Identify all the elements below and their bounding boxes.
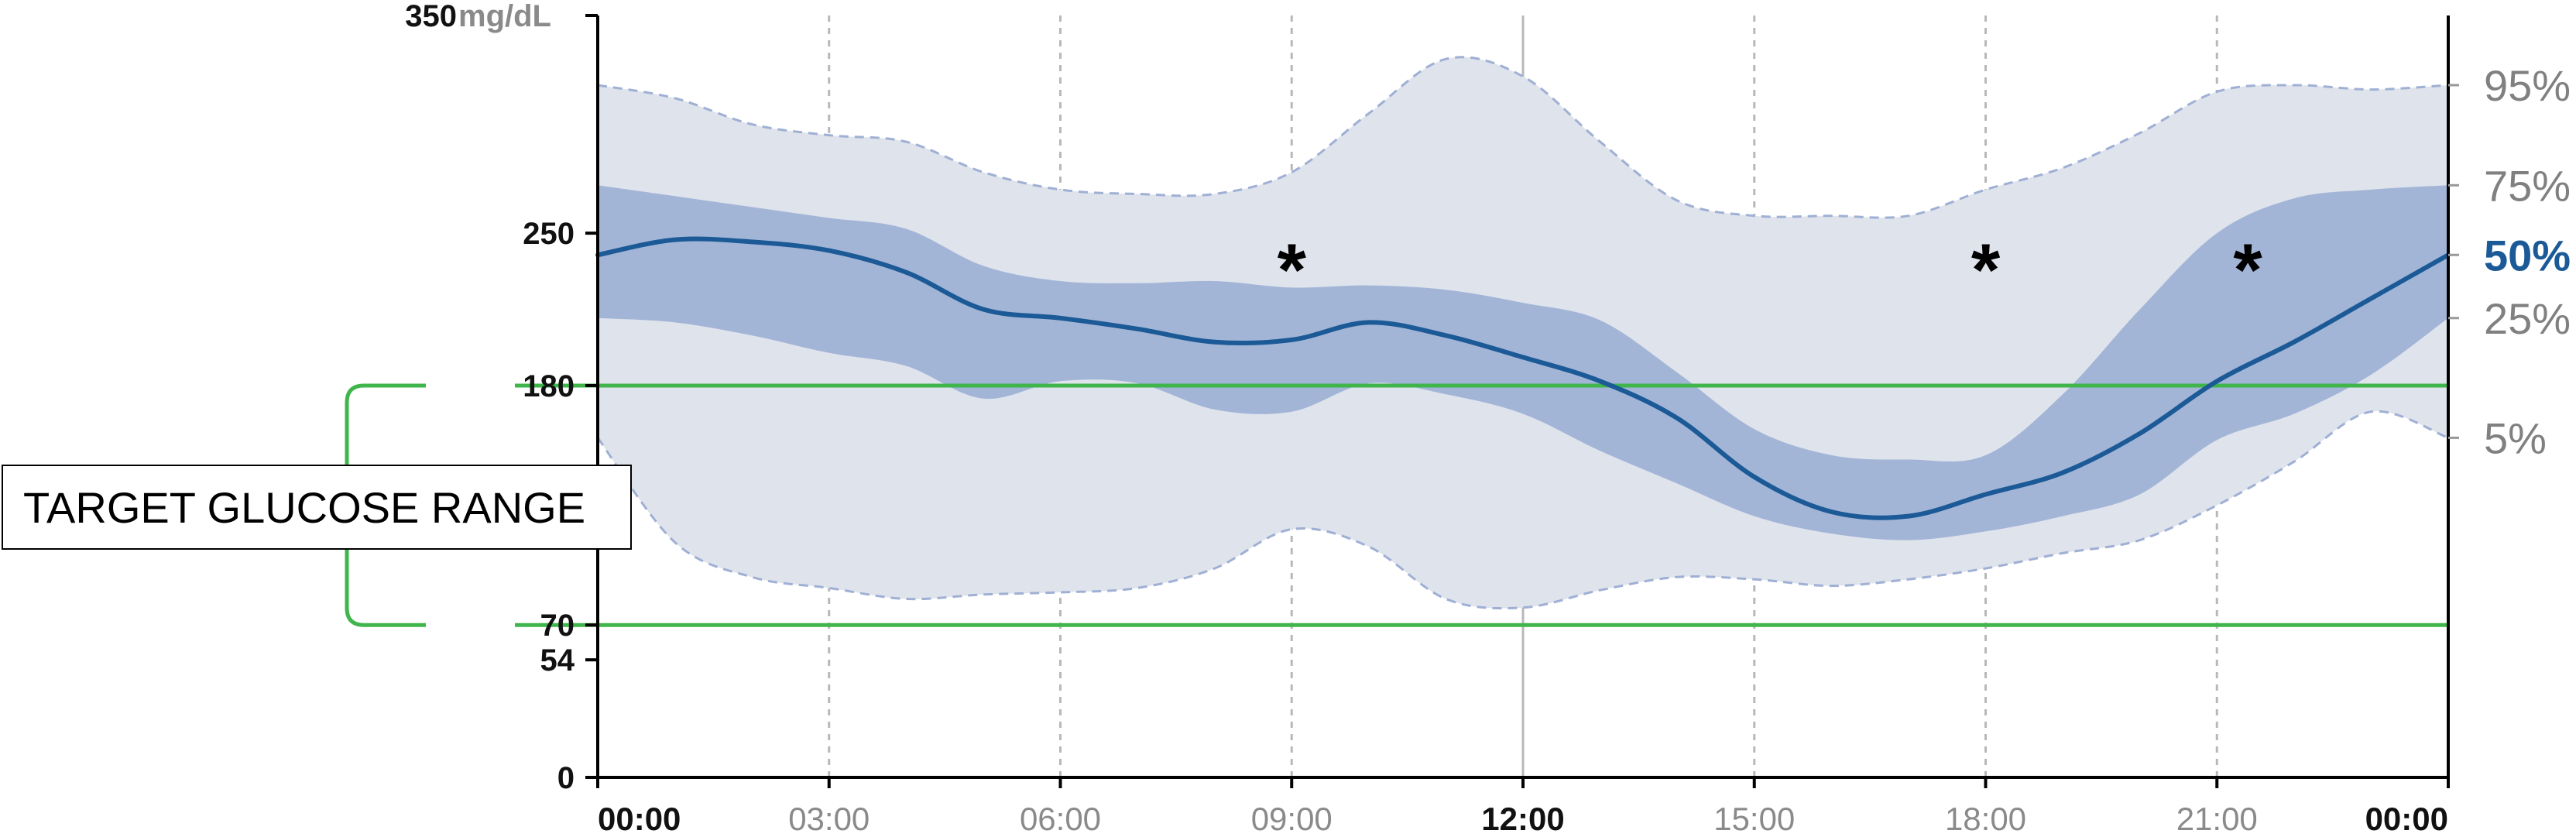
target-range-label: TARGET GLUCOSE RANGE — [2, 465, 632, 550]
x-tick-label-2: 06:00 — [1020, 801, 1101, 837]
x-tick-label-4: 12:00 — [1481, 801, 1564, 837]
y-tick-label-0: 0 — [557, 761, 575, 795]
pct-label-5: 5% — [2484, 413, 2547, 462]
asterisk-annotation-0: * — [1278, 228, 1307, 311]
percentile-bands — [596, 56, 2449, 610]
line-95pct — [597, 56, 2449, 219]
x-tick-label-3: 09:00 — [1251, 801, 1333, 837]
pct-label-95: 95% — [2484, 61, 2571, 110]
x-tick-label-0: 00:00 — [598, 801, 681, 837]
y-tick-label-54: 54 — [540, 643, 575, 677]
line-5pct — [596, 410, 2449, 610]
pct-label-25: 25% — [2484, 294, 2571, 343]
x-tick-label-8: 00:00 — [2365, 801, 2448, 837]
y-tick-label-180: 180 — [523, 369, 575, 403]
x-tick-label-7: 21:00 — [2176, 801, 2258, 837]
band-25-75 — [598, 185, 2448, 540]
y-tick-label-250: 250 — [523, 217, 575, 251]
asterisk-annotation-1: * — [1971, 228, 2001, 311]
x-tick-label-6: 18:00 — [1945, 801, 2026, 837]
annotations: * * * — [1278, 228, 2263, 311]
y-tick-label-70: 70 — [540, 609, 575, 643]
x-tick-label-5: 15:00 — [1713, 801, 1795, 837]
y-tick-label-350: 350 — [405, 0, 457, 33]
axes — [585, 14, 2459, 788]
pct-label-75: 75% — [2484, 161, 2571, 210]
percentile-labels: 95% 75% 50% 25% 5% — [2484, 61, 2571, 462]
x-tick-label-1: 03:00 — [788, 801, 870, 837]
y-unit-label: mg/dL — [458, 0, 551, 33]
median-line-group — [595, 236, 2451, 520]
asterisk-annotation-2: * — [2233, 228, 2262, 311]
median-line — [595, 236, 2451, 520]
pct-label-50: 50% — [2484, 231, 2571, 280]
